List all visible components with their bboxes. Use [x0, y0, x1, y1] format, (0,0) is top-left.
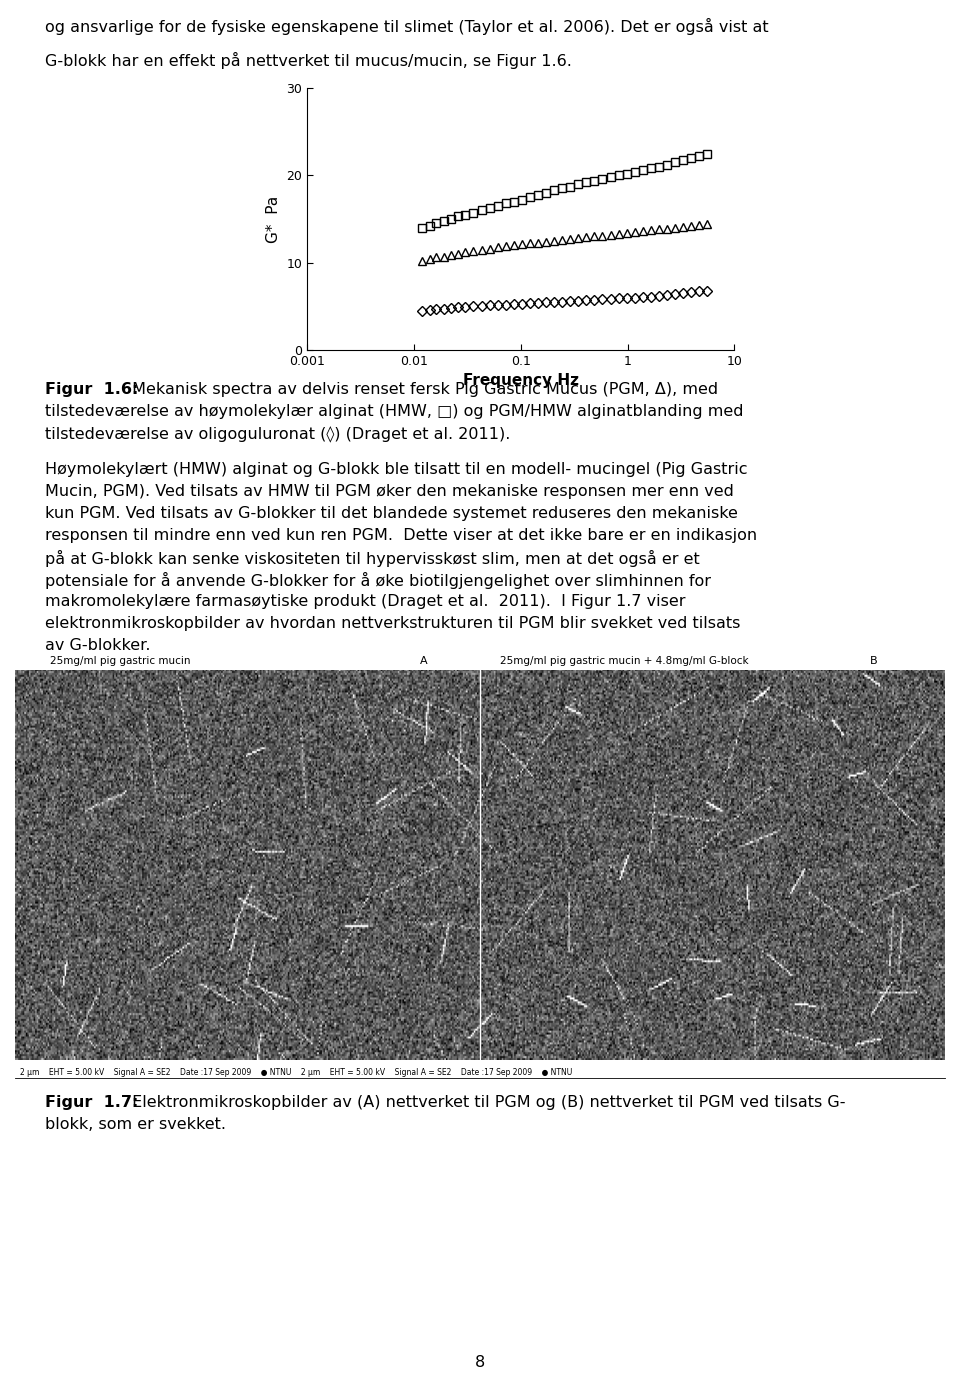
Y-axis label: G*  Pa: G* Pa — [266, 195, 281, 243]
Text: tilstedeværelse av høymolekylær alginat (HMW, □) og PGM/HMW alginatblanding med: tilstedeværelse av høymolekylær alginat … — [45, 405, 743, 418]
Text: responsen til mindre enn ved kun ren PGM.  Dette viser at det ikke bare er en in: responsen til mindre enn ved kun ren PGM… — [45, 528, 757, 543]
Text: potensiale for å anvende G-blokker for å øke biotilgjengelighet over slimhinnen : potensiale for å anvende G-blokker for å… — [45, 572, 711, 590]
Text: 25mg/ml pig gastric mucin: 25mg/ml pig gastric mucin — [50, 656, 190, 666]
Text: 2 μm    EHT = 5.00 kV    Signal A = SE2    Date :17 Sep 2009    ● NTNU    2 μm  : 2 μm EHT = 5.00 kV Signal A = SE2 Date :… — [20, 1068, 572, 1077]
Text: Elektronmikroskopbilder av (A) nettverket til PGM og (B) nettverket til PGM ved : Elektronmikroskopbilder av (A) nettverke… — [127, 1095, 846, 1110]
Text: tilstedeværelse av oligoguluronat (◊) (Draget et al. 2011).: tilstedeværelse av oligoguluronat (◊) (D… — [45, 425, 511, 443]
Text: 25mg/ml pig gastric mucin + 4.8mg/ml G-block: 25mg/ml pig gastric mucin + 4.8mg/ml G-b… — [500, 656, 749, 666]
Text: kun PGM. Ved tilsats av G-blokker til det blandede systemet reduseres den mekani: kun PGM. Ved tilsats av G-blokker til de… — [45, 505, 738, 521]
Text: 8: 8 — [475, 1355, 485, 1370]
Text: på at G-blokk kan senke viskositeten til hypervisskøst slim, men at det også er : på at G-blokk kan senke viskositeten til… — [45, 550, 700, 568]
Text: Mekanisk spectra av delvis renset fersk Pig Gastric Mucus (PGM, Δ), med: Mekanisk spectra av delvis renset fersk … — [127, 383, 718, 396]
Text: av G-blokker.: av G-blokker. — [45, 638, 151, 653]
Text: blokk, som er svekket.: blokk, som er svekket. — [45, 1117, 226, 1132]
Text: og ansvarlige for de fysiske egenskapene til slimet (Taylor et al. 2006). Det er: og ansvarlige for de fysiske egenskapene… — [45, 18, 769, 35]
Text: Mucin, PGM). Ved tilsats av HMW til PGM øker den mekaniske responsen mer enn ved: Mucin, PGM). Ved tilsats av HMW til PGM … — [45, 483, 733, 499]
Text: elektronmikroskopbilder av hvordan nettverkstrukturen til PGM blir svekket ved t: elektronmikroskopbilder av hvordan nettv… — [45, 616, 740, 631]
Text: Høymolekylært (HMW) alginat og G-blokk ble tilsatt til en modell- mucingel (Pig : Høymolekylært (HMW) alginat og G-blokk b… — [45, 463, 748, 476]
Text: Figur  1.7:: Figur 1.7: — [45, 1095, 138, 1110]
Text: B: B — [870, 656, 877, 666]
Text: Figur  1.6:: Figur 1.6: — [45, 383, 138, 396]
X-axis label: Frequency Hz: Frequency Hz — [463, 373, 579, 388]
Text: A: A — [420, 656, 427, 666]
Text: makromolekylære farmasøytiske produkt (Draget et al.  2011).  I Figur 1.7 viser: makromolekylære farmasøytiske produkt (D… — [45, 594, 685, 609]
Text: G-blokk har en effekt på nettverket til mucus/mucin, se Figur 1.6.: G-blokk har en effekt på nettverket til … — [45, 52, 572, 69]
